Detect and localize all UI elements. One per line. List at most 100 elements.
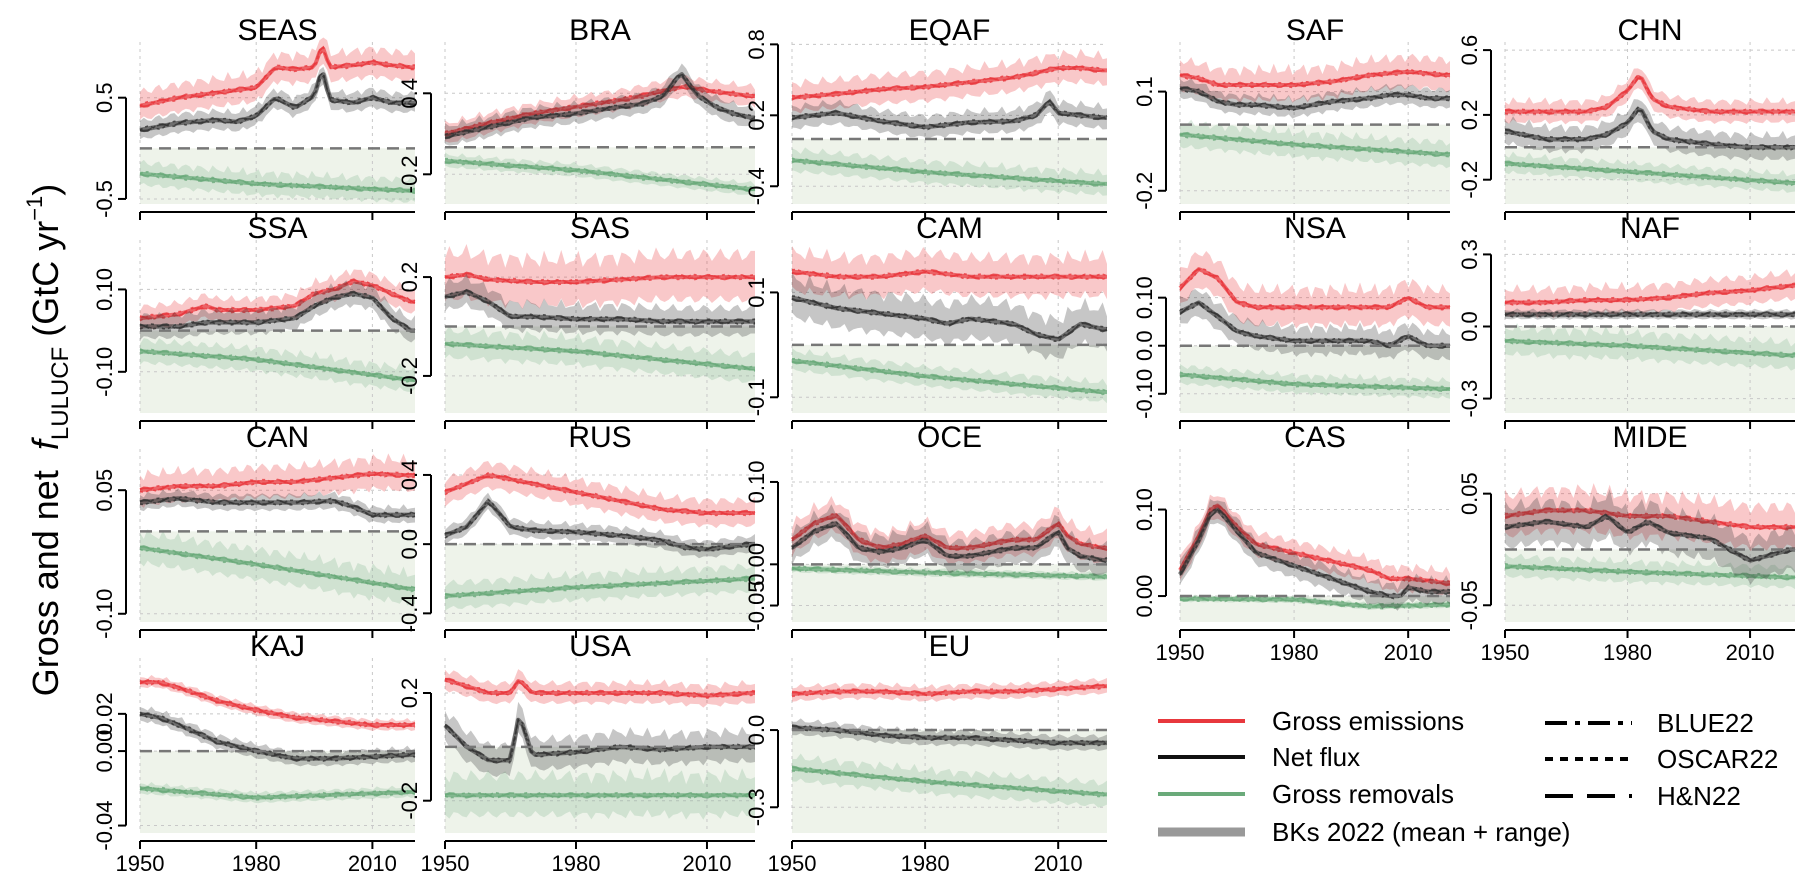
emission-range: [140, 37, 415, 120]
emission-range: [1505, 269, 1795, 319]
emission-range: [792, 678, 1107, 702]
y-axis-label-text: Gross and net fLULUCF(GtC yr−1): [22, 184, 74, 697]
net-mean: [140, 291, 415, 333]
removal-background: [140, 531, 415, 622]
panel-title: BRA: [569, 14, 631, 47]
removal-oscar22: [1504, 161, 1796, 187]
emission-range: [1180, 494, 1450, 597]
removal-range: [792, 347, 1107, 404]
net-range: [445, 701, 755, 778]
panel-cas: 0.00 0.10 1950 1980 2010 CAS: [1132, 421, 1451, 665]
emission-mean: [791, 684, 1107, 697]
panel-ssa: -0.10 0.10 SSA: [92, 212, 416, 429]
net-mean: [139, 711, 415, 761]
y-tick-label-0: -0.05: [744, 580, 769, 630]
panel-title: SSA: [247, 212, 307, 245]
net-range: [445, 63, 755, 146]
net-range: [1180, 498, 1450, 611]
net-mean: [139, 496, 415, 518]
panel-oce: -0.050.00 0.10 OCE: [744, 421, 1108, 638]
removal-background: [140, 330, 415, 413]
net-range: [792, 272, 1107, 361]
emission-blue22: [1179, 69, 1451, 89]
emission-oscar22: [1504, 507, 1796, 531]
removal-background: [445, 147, 755, 204]
x-tick-label-1: 1980: [552, 851, 601, 876]
panel-title: SEAS: [237, 14, 317, 47]
removal-mean: [1179, 132, 1450, 157]
emission-blue22: [791, 683, 1108, 697]
removal-mean: [1179, 596, 1450, 609]
removal-background: [792, 138, 1107, 204]
panel-bra: -0.2 0.4 BRA: [397, 14, 756, 220]
y-tick-label-1: 0.0: [397, 529, 422, 560]
removal-oscar22: [791, 357, 1108, 394]
panel-title: OCE: [917, 421, 982, 454]
net-oscar22: [1504, 106, 1796, 151]
net-range: [792, 504, 1107, 576]
removal-mean: [1504, 161, 1795, 185]
legend-label-oscar22: OSCAR22: [1657, 744, 1778, 774]
y-tick-label-1: 0.0: [1132, 330, 1157, 361]
emission-range: [792, 48, 1107, 114]
legend-label-blue22: BLUE22: [1657, 708, 1754, 738]
y-tick-label-0: -0.3: [1457, 380, 1482, 418]
net-blue22: [791, 724, 1108, 747]
removal-background: [445, 326, 755, 413]
panel-title: EU: [929, 630, 971, 663]
x-tick-label-2: 2010: [1726, 640, 1775, 665]
emission-mean: [1179, 69, 1450, 87]
net-range: [1180, 78, 1450, 119]
net-oscar22: [791, 295, 1108, 342]
net-oscar22: [139, 74, 416, 131]
x-tick-label-2: 2010: [1034, 851, 1083, 876]
emission-range: [445, 460, 755, 529]
panel-title: CAM: [916, 212, 983, 245]
panel-saf: -0.2 0.1 SAF: [1132, 14, 1451, 220]
y-tick-label-2: 0.10: [1132, 276, 1157, 319]
legend-entry-bks: BKs 2022 (mean + range): [1158, 817, 1570, 847]
y-tick-label-0: -0.2: [397, 155, 422, 193]
y-label-main: Gross and net: [25, 470, 66, 696]
removal-mean: [444, 158, 755, 192]
panel-title: NAF: [1620, 212, 1680, 245]
net-range: [140, 706, 415, 767]
y-tick-label-1: 0.05: [92, 469, 117, 512]
net-mean: [444, 72, 755, 139]
removal-background: [1505, 549, 1795, 622]
x-tick-label-1: 1980: [1270, 640, 1319, 665]
y-label-unit-open: (GtC yr: [25, 221, 66, 337]
emission-mean: [444, 473, 755, 516]
removal-mean: [139, 545, 415, 592]
emission-mean: [139, 279, 415, 321]
net-mean: [1178, 300, 1450, 348]
panel-rus: -0.4 0.0 0.4 RUS: [397, 421, 756, 638]
emission-range: [445, 244, 755, 310]
emission-oscar22: [444, 679, 756, 699]
x-tick-label-0: 1950: [1481, 640, 1530, 665]
removal-oscar22: [1179, 595, 1451, 610]
emission-mean: [444, 677, 755, 698]
y-tick-label-1: 0.2: [397, 262, 422, 293]
y-tick-label-0: -0.5: [92, 180, 117, 218]
removal-mean: [791, 358, 1107, 395]
net-range: [445, 492, 755, 559]
panel-title: CHN: [1618, 14, 1683, 47]
y-tick-label-1: 0.10: [92, 268, 117, 311]
legend-label-gross-removals: Gross removals: [1272, 779, 1454, 809]
panel-naf: -0.3 0.0 0.3 NAF: [1457, 212, 1796, 429]
y-tick-label-0: -0.3: [744, 788, 769, 826]
removal-mean: [1504, 338, 1795, 358]
removal-mean: [791, 566, 1107, 579]
emission-blue22: [791, 269, 1108, 281]
emission-mean: [1505, 283, 1795, 305]
y-tick-label-1: 0.00: [744, 543, 769, 586]
emission-mean: [791, 66, 1107, 100]
panel-title: SAF: [1286, 14, 1344, 47]
y-tick-label-0: -0.05: [1457, 580, 1482, 630]
emission-mean: [444, 84, 755, 136]
net-blue22: [791, 298, 1108, 339]
x-tick-label-1: 1980: [1603, 640, 1652, 665]
emission-range: [1180, 251, 1450, 330]
